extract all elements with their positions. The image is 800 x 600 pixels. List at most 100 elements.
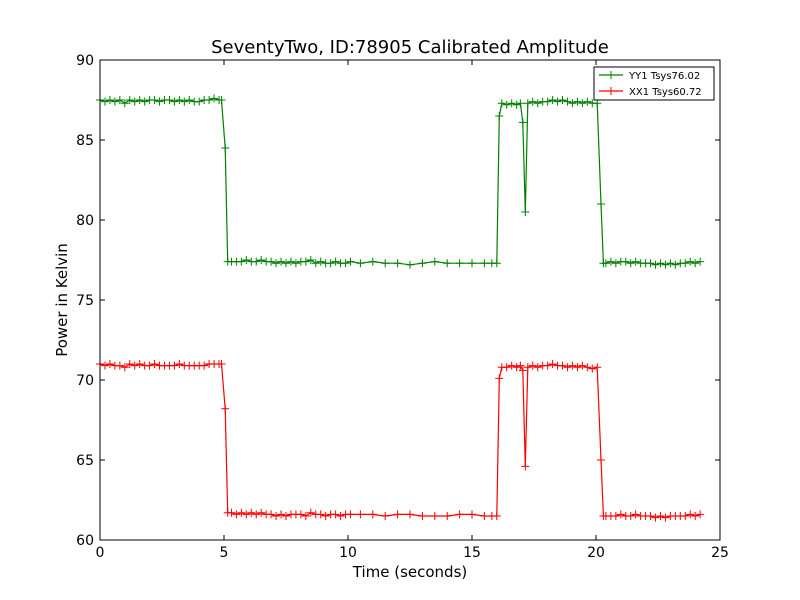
- legend-marker-xx1: [607, 87, 615, 95]
- data-point: [646, 512, 655, 520]
- data-point: [681, 259, 690, 268]
- data-point: [227, 508, 236, 517]
- data-point: [277, 510, 286, 519]
- data-point: [516, 99, 525, 108]
- x-tick-label: 25: [711, 545, 729, 561]
- data-point: [205, 96, 214, 104]
- legend-marker-yy1: [607, 71, 615, 79]
- data-point: [242, 256, 251, 264]
- data-point: [272, 512, 281, 520]
- data-point: [120, 363, 129, 372]
- data-point: [135, 360, 144, 368]
- data-point: [120, 99, 129, 108]
- data-point: [606, 257, 615, 266]
- data-point: [247, 508, 256, 517]
- x-tick-label: 10: [339, 545, 357, 561]
- data-point: [492, 512, 501, 520]
- data-point: [170, 97, 179, 106]
- data-point: [502, 100, 511, 109]
- data-point: [686, 257, 695, 266]
- data-point: [686, 510, 695, 519]
- data-point: [528, 97, 537, 106]
- data-point: [301, 512, 310, 520]
- data-point: [523, 363, 532, 372]
- data-point: [573, 363, 582, 372]
- data-point: [257, 256, 266, 264]
- data-point: [140, 97, 149, 106]
- data-point: [282, 512, 290, 520]
- series-yy1: [96, 94, 705, 269]
- data-point: [125, 360, 134, 368]
- data-point: [455, 259, 464, 268]
- data-point: [651, 513, 660, 522]
- data-point: [626, 259, 635, 268]
- data-point: [512, 363, 521, 372]
- data-point: [105, 96, 114, 104]
- data-point: [331, 257, 340, 266]
- data-point: [430, 512, 439, 520]
- y-tick-label: 75: [76, 293, 94, 309]
- data-point: [696, 257, 705, 266]
- data-point: [210, 94, 219, 103]
- data-point: [528, 361, 537, 370]
- data-point: [306, 256, 315, 264]
- data-point: [237, 257, 246, 266]
- data-point: [346, 257, 355, 266]
- x-axis-title: Time (seconds): [352, 563, 468, 581]
- data-point: [568, 361, 577, 370]
- data-point: [543, 97, 552, 106]
- data-point: [286, 257, 295, 266]
- data-point: [656, 259, 665, 268]
- data-point: [346, 510, 355, 519]
- data-point: [145, 361, 154, 370]
- data-point: [495, 374, 504, 383]
- legend-label-yy1: YY1 Tsys76.02: [628, 71, 700, 82]
- data-point: [578, 361, 587, 370]
- data-point: [443, 259, 452, 268]
- data-point: [583, 363, 592, 372]
- data-point: [468, 510, 476, 519]
- data-point: [593, 99, 602, 108]
- data-point: [326, 259, 335, 268]
- data-point: [115, 96, 124, 104]
- data-point: [252, 510, 261, 519]
- data-point: [316, 257, 325, 266]
- data-point: [430, 257, 439, 266]
- series-layer: [96, 94, 705, 522]
- data-point: [165, 96, 174, 104]
- y-tick-label: 80: [76, 213, 94, 229]
- legend-label-xx1: XX1 Tsys60.72: [629, 87, 702, 98]
- data-point: [150, 360, 159, 368]
- data-point: [381, 512, 390, 520]
- x-tick-label: 15: [463, 545, 481, 561]
- data-point: [548, 96, 557, 104]
- data-point: [616, 510, 625, 519]
- data-point: [368, 257, 377, 266]
- data-point: [601, 259, 610, 268]
- data-point: [558, 96, 567, 104]
- x-tick-label: 20: [587, 545, 605, 561]
- data-point: [257, 508, 266, 517]
- data-point: [583, 97, 592, 106]
- data-point: [356, 259, 365, 268]
- data-point: [170, 361, 179, 370]
- data-point: [593, 363, 602, 372]
- data-point: [301, 257, 310, 266]
- data-point: [578, 99, 587, 108]
- data-point: [341, 259, 350, 268]
- data-point: [115, 361, 124, 370]
- data-point: [125, 96, 134, 104]
- data-point: [150, 96, 159, 104]
- data-point: [495, 112, 504, 120]
- data-point: [406, 260, 414, 269]
- y-tick-label: 70: [76, 373, 94, 389]
- data-point: [497, 99, 506, 108]
- data-point: [316, 510, 325, 519]
- data-point: [185, 96, 194, 104]
- data-point: [480, 259, 489, 268]
- data-point: [221, 144, 230, 152]
- data-point: [237, 508, 246, 517]
- data-point: [666, 259, 675, 268]
- data-point: [596, 456, 605, 464]
- data-point: [242, 510, 251, 519]
